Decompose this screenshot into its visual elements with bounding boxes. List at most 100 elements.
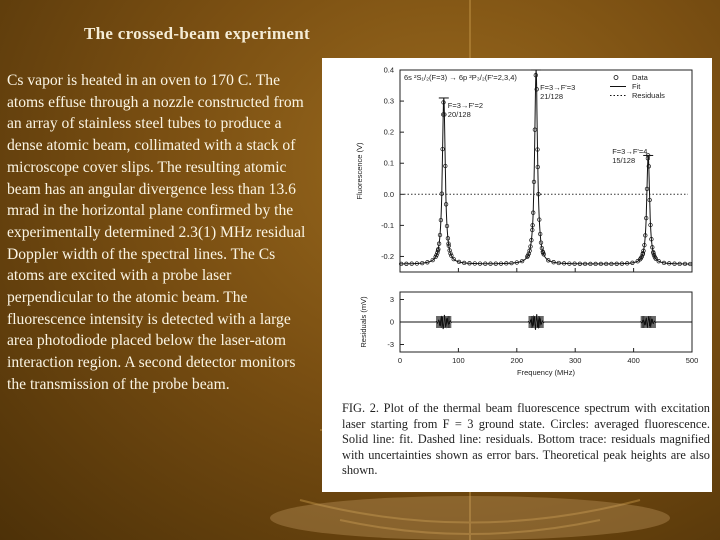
data-point — [533, 73, 538, 78]
data-point — [534, 87, 539, 92]
data-point — [436, 241, 442, 246]
data-point — [441, 100, 446, 105]
data-point — [672, 261, 677, 266]
y-tick-label: -0.2 — [381, 252, 394, 261]
y-tick-label: 0.3 — [384, 97, 394, 106]
y-tick-label: 0.2 — [384, 128, 394, 137]
data-point — [504, 261, 509, 266]
data-point — [444, 223, 450, 229]
data-point — [630, 260, 635, 265]
data-point — [498, 261, 504, 266]
data-point — [451, 256, 456, 262]
data-point — [532, 127, 538, 132]
data-point — [538, 231, 543, 237]
data-point — [436, 246, 441, 252]
legend-entry: Data — [632, 73, 649, 82]
peak-label: F=3→F'=2 — [448, 101, 483, 110]
peak-strength-label: 20/128 — [448, 110, 471, 119]
x-tick-label: 300 — [569, 356, 582, 365]
data-point — [528, 244, 533, 249]
data-point — [642, 242, 647, 248]
legend-entry: Fit — [632, 82, 641, 91]
data-point — [477, 261, 483, 266]
data-point — [644, 186, 650, 192]
data-point — [625, 261, 630, 266]
data-point — [425, 260, 430, 265]
x-tick-label: 400 — [627, 356, 640, 365]
data-point — [442, 112, 447, 117]
data-point — [641, 248, 646, 253]
data-point — [456, 259, 462, 265]
data-point — [438, 217, 444, 223]
data-point — [688, 261, 693, 267]
data-point — [527, 248, 532, 253]
data-point — [530, 223, 535, 228]
data-point — [677, 261, 682, 267]
data-point — [467, 261, 472, 266]
data-point — [598, 261, 604, 267]
data-point — [645, 156, 651, 161]
data-point — [646, 164, 651, 169]
data-point — [551, 260, 556, 265]
data-point — [667, 261, 672, 266]
data-point — [441, 112, 446, 117]
data-point — [437, 232, 443, 238]
data-point — [593, 261, 598, 267]
data-point — [430, 257, 435, 263]
data-point — [519, 258, 525, 264]
data-point — [567, 261, 572, 266]
data-point — [651, 253, 657, 258]
data-point — [443, 163, 448, 169]
data-point — [572, 261, 577, 266]
x-tick-label: 500 — [686, 356, 699, 365]
top-y-axis-label: Fluorescence (V) — [355, 142, 364, 200]
data-point — [509, 260, 514, 266]
data-point — [514, 260, 519, 265]
data-point — [546, 258, 551, 263]
data-point — [653, 256, 658, 261]
data-point — [535, 164, 540, 170]
x-tick-label: 0 — [398, 356, 402, 365]
fluorescence-plot: -0.2 -0.1 0.0 0.1 0.2 0.3 0.4 Fluorescence (V) 6… — [355, 66, 699, 378]
data-point — [409, 261, 414, 266]
x-tick-label: 200 — [511, 356, 524, 365]
data-point — [614, 261, 619, 266]
peak-strength-label: 15/128 — [612, 156, 635, 165]
data-point — [526, 251, 531, 256]
data-point — [647, 197, 652, 203]
data-point — [643, 233, 648, 238]
data-point — [661, 260, 667, 266]
data-point — [535, 147, 540, 152]
data-point — [440, 146, 445, 152]
data-point — [537, 217, 542, 222]
x-tick-label: 100 — [452, 356, 465, 365]
data-point — [529, 238, 534, 243]
x-axis-label: Frequency (MHz) — [517, 368, 575, 377]
data-point — [556, 260, 561, 266]
data-point — [609, 261, 614, 267]
data-point — [472, 261, 477, 266]
data-point — [448, 251, 453, 256]
data-point — [682, 261, 688, 267]
top-plot-frame — [399, 69, 693, 273]
data-point — [446, 243, 451, 248]
figure-panel: -0.2 -0.1 0.0 0.1 0.2 0.3 0.4 Fluorescence (V) 6… — [322, 58, 712, 492]
peak-strength-label: 21/128 — [540, 92, 563, 101]
data-point — [439, 191, 444, 196]
y-tick-label: 0.1 — [384, 159, 394, 168]
data-point — [525, 253, 531, 258]
data-point — [649, 237, 654, 242]
data-point — [483, 261, 488, 266]
data-point — [531, 179, 537, 185]
data-point — [399, 261, 404, 267]
y-tick-label: 0 — [390, 318, 394, 327]
slide-title: The crossed-beam experiment — [84, 24, 310, 43]
data-point — [582, 261, 588, 267]
data-point — [446, 241, 451, 246]
data-point — [536, 192, 541, 197]
figure-caption: FIG. 2. Plot of the thermal beam fluores… — [342, 401, 710, 478]
legend-entry: Residuals — [632, 91, 665, 100]
data-point — [445, 236, 451, 241]
data-point — [414, 261, 420, 266]
data-point — [488, 261, 493, 266]
